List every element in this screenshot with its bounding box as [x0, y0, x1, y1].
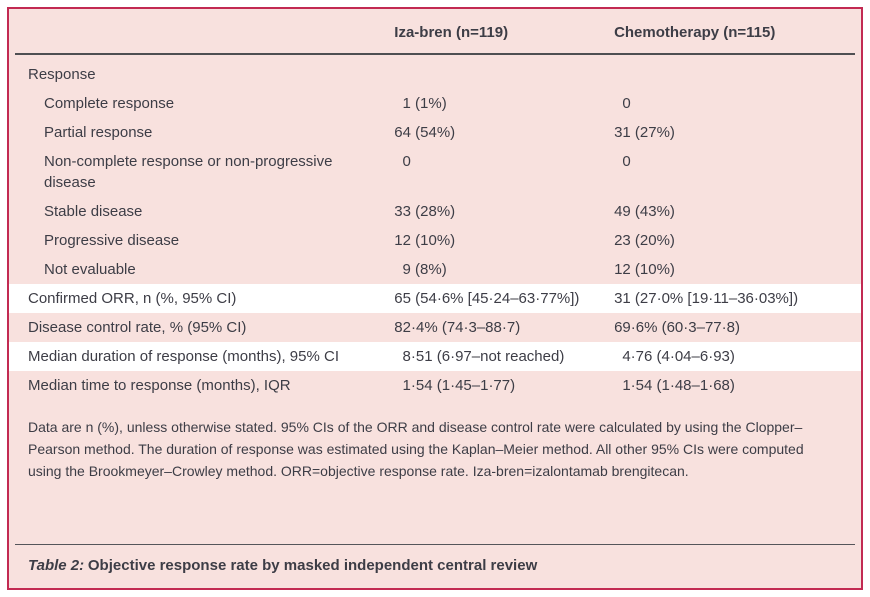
table-row: Not evaluable 9 (8%) 12 (10%): [9, 255, 861, 284]
row-value: 31 (27·0% [19·11–36·03%]): [614, 290, 799, 307]
row-value: 1·54 (1·48–1·68): [622, 377, 735, 394]
row-value: 0: [402, 153, 411, 170]
row-value: 31 (27%): [614, 124, 675, 141]
row-value: 8·51 (6·97–not reached): [402, 348, 565, 365]
row-value: 4·76 (4·04–6·93): [622, 348, 735, 365]
row-value: [394, 64, 614, 85]
row-label: Complete response: [44, 95, 175, 112]
row-value: 49 (43%): [614, 203, 675, 220]
row-label: Median time to response (months), IQR: [28, 377, 291, 394]
row-label: Median duration of response (months), 95…: [28, 348, 339, 365]
row-value: 65 (54·6% [45·24–63·77%]): [394, 290, 580, 307]
row-label: Response: [28, 66, 96, 83]
table-caption-label: Table 2:: [28, 557, 85, 574]
column-header-izabren: Iza-bren (n=119): [394, 24, 509, 41]
row-value: 1·54 (1·45–1·77): [402, 377, 516, 394]
table-row: Partial response 64 (54%) 31 (27%): [9, 118, 861, 147]
row-value: 64 (54%): [394, 124, 456, 141]
row-value: 12 (10%): [614, 261, 675, 278]
row-value: 33 (28%): [394, 203, 456, 220]
row-value: 12 (10%): [394, 232, 456, 249]
row-value: 82·4% (74·3–88·7): [394, 319, 521, 336]
row-label: Not evaluable: [44, 261, 136, 278]
table-row: Progressive disease 12 (10%) 23 (20%): [9, 226, 861, 255]
table-frame: Iza-bren (n=119) Chemotherapy (n=115) Re…: [7, 7, 863, 590]
row-value: 23 (20%): [614, 232, 675, 249]
column-header-chemotherapy: Chemotherapy (n=115): [614, 24, 776, 41]
row-label: Progressive disease: [44, 232, 180, 249]
row-value: 0: [622, 95, 631, 112]
row-label: Confirmed ORR, n (%, 95% CI): [28, 290, 237, 307]
table-caption-text: Objective response rate by masked indepe…: [87, 557, 538, 574]
row-value: [614, 64, 842, 85]
row-label: Partial response: [44, 124, 153, 141]
row-label: Disease control rate, % (95% CI): [28, 319, 247, 336]
table-row: Confirmed ORR, n (%, 95% CI) 65 (54·6% [4…: [9, 284, 861, 313]
table-row: Median time to response (months), IQR 1·5…: [9, 371, 861, 400]
table-footnote: Data are n (%), unless otherwise stated.…: [28, 419, 804, 479]
row-value: 9 (8%): [402, 261, 447, 278]
table-caption: Table 2: Objective response rate by maske…: [15, 544, 855, 576]
table-row: Median duration of response (months), 95…: [9, 342, 861, 371]
row-label: Non-complete response or non-progressive…: [44, 153, 333, 191]
table-row: Stable disease 33 (28%) 49 (43%): [9, 197, 861, 226]
table-header: Iza-bren (n=119) Chemotherapy (n=115): [15, 9, 855, 55]
table-row: Non-complete response or non-progressive…: [9, 147, 861, 197]
row-value: 69·6% (60·3–77·8): [614, 319, 740, 336]
row-value: 1 (1%): [402, 95, 447, 112]
table-row: Response: [9, 60, 861, 89]
column-header-rowlabels: [28, 22, 394, 44]
table-row: Disease control rate, % (95% CI) 82·4% (7…: [9, 313, 861, 342]
table-row: Complete response 1 (1%) 0: [9, 89, 861, 118]
row-label: Stable disease: [44, 203, 143, 220]
table-rows: Response Complete response 1 (1%) 0 Partial …: [9, 55, 861, 400]
row-value: 0: [622, 153, 631, 170]
